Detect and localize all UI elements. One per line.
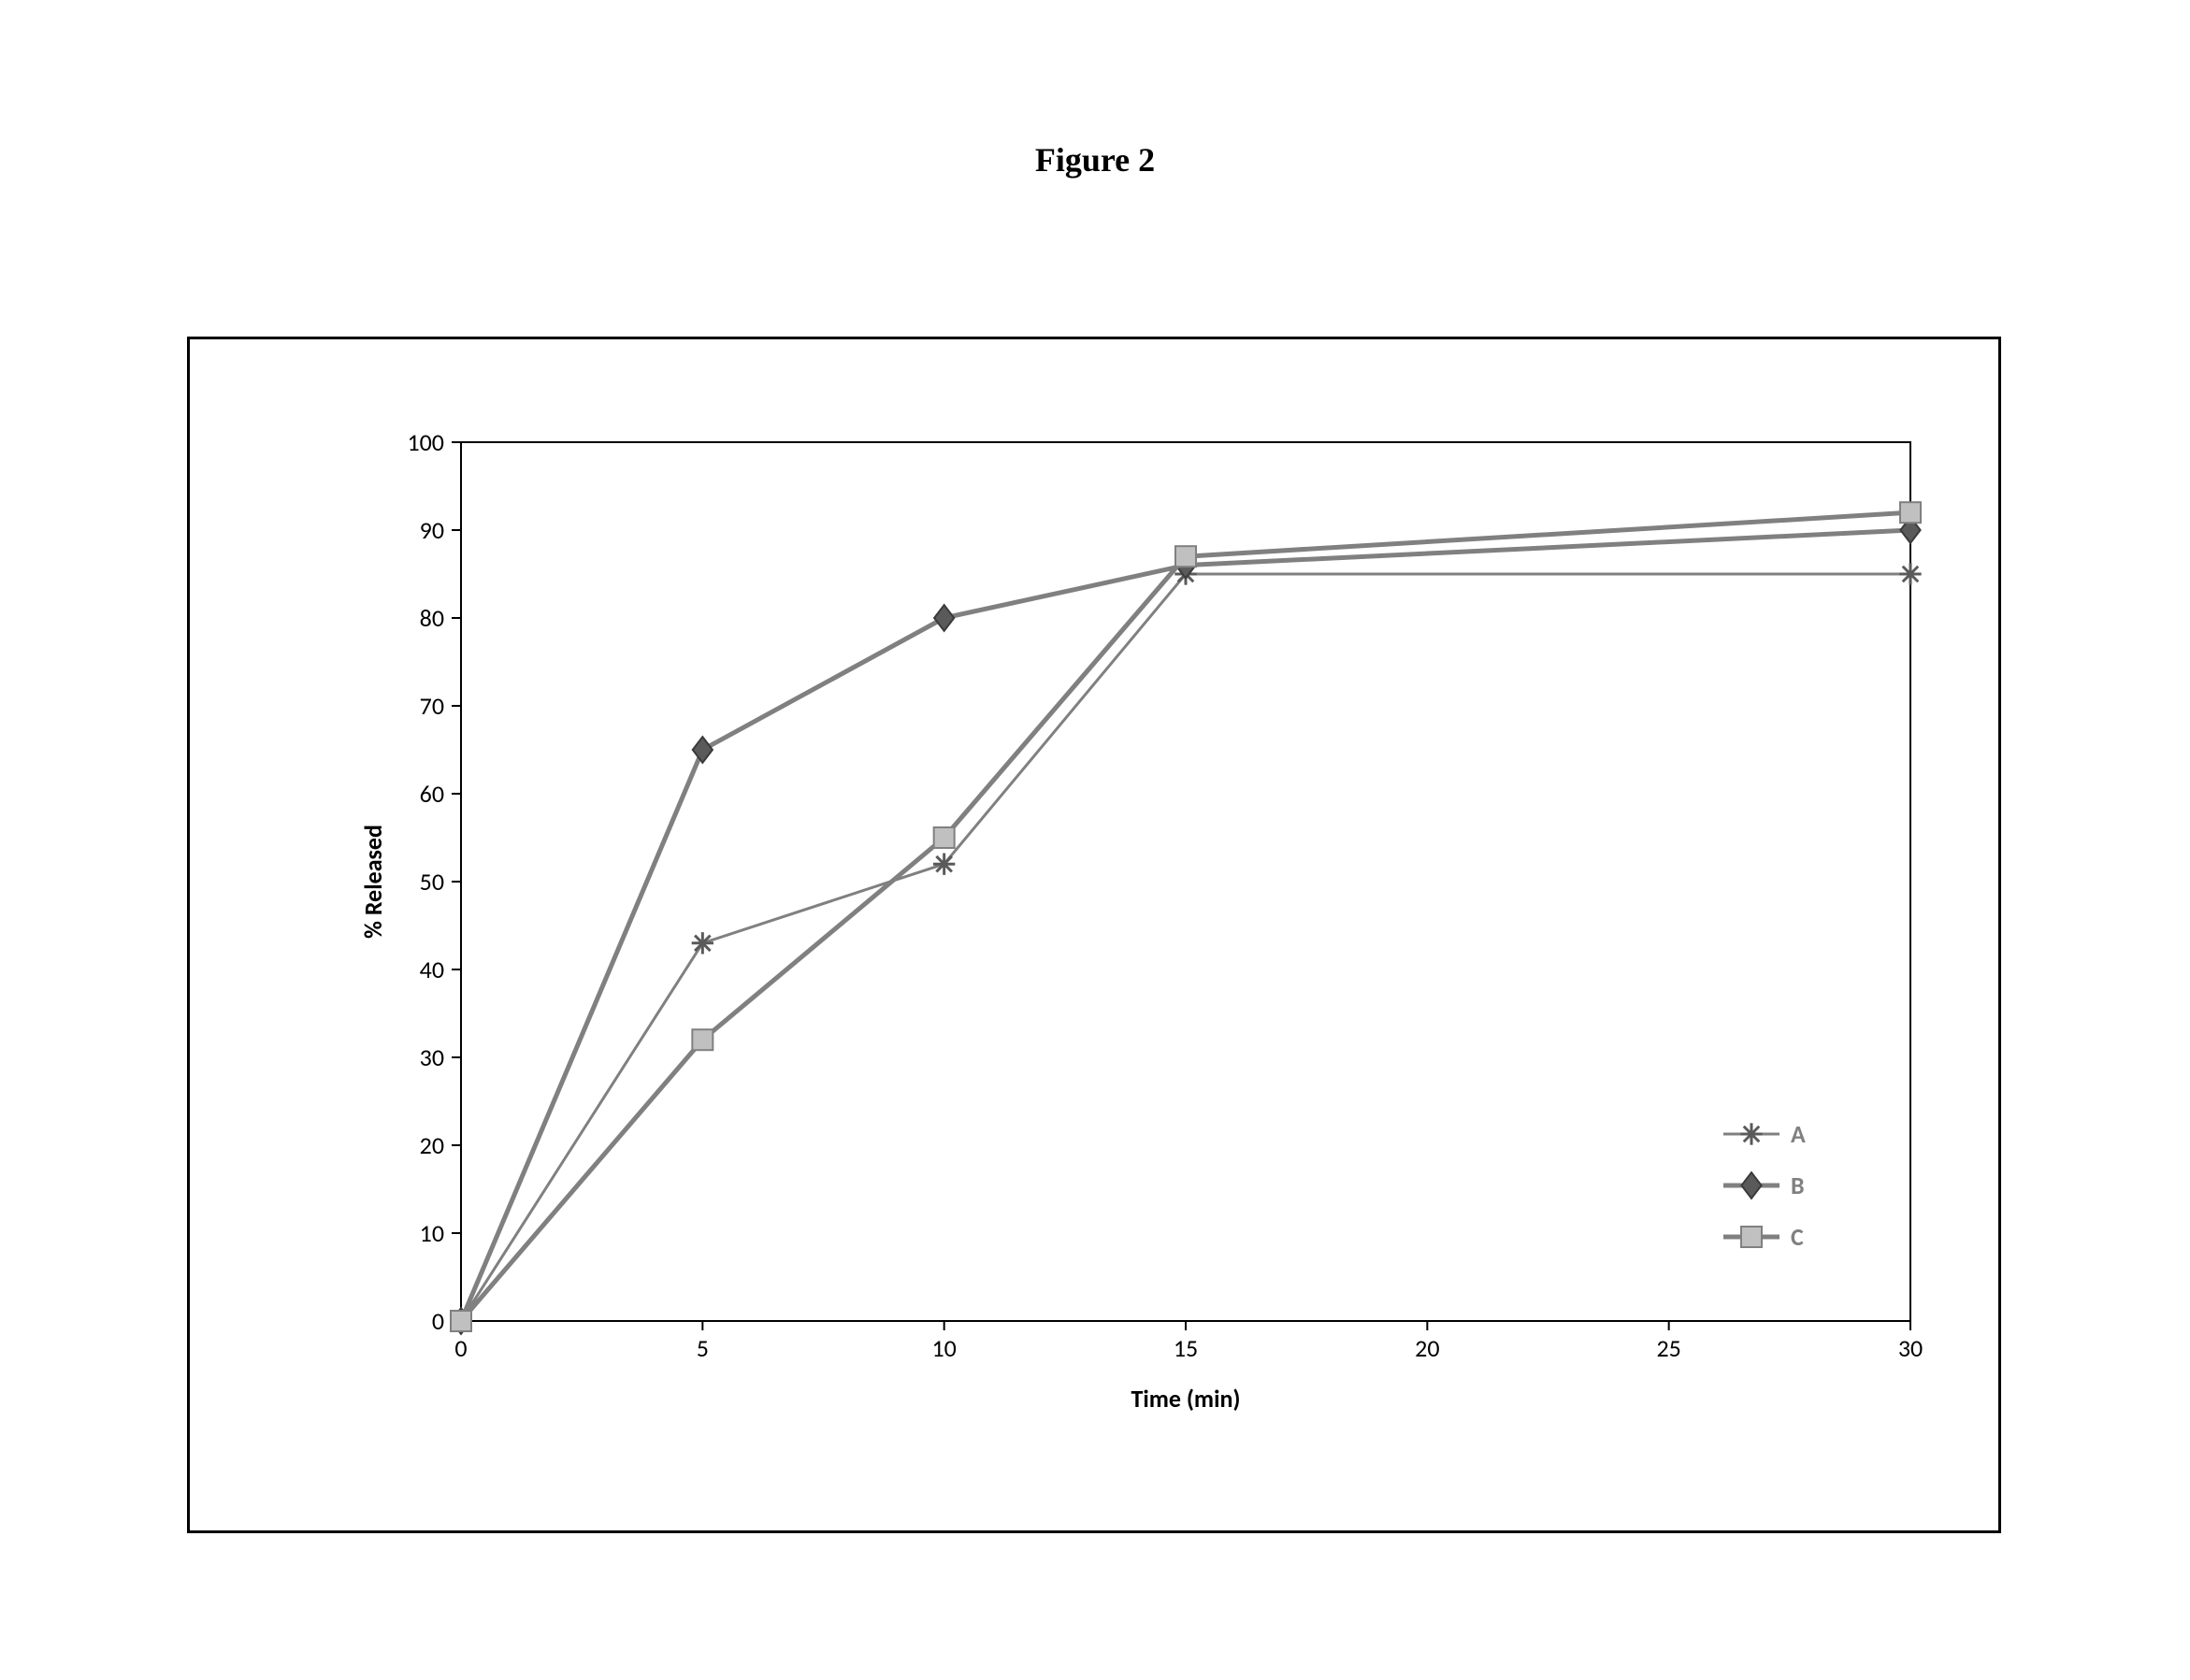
y-tick-label: 30 bbox=[420, 1042, 444, 1072]
x-tick-label: 30 bbox=[1898, 1333, 1923, 1363]
y-tick-label: 60 bbox=[420, 779, 444, 809]
y-tick-label: 20 bbox=[420, 1130, 444, 1160]
chart-outer-frame: 0 10 20 30 40 50 60 70 80 90 100 0 5 10 15 20 25 30 Time (… bbox=[187, 337, 2001, 1533]
line-chart: 0 10 20 30 40 50 60 70 80 90 100 0 5 10 15 20 25 30 Time (… bbox=[349, 414, 1938, 1424]
y-tick-label: 10 bbox=[420, 1218, 444, 1248]
y-tick-label: 40 bbox=[420, 955, 444, 984]
y-tick-label: 80 bbox=[420, 603, 444, 633]
svg-text:A: A bbox=[1791, 1119, 1806, 1149]
figure-title: Figure 2 bbox=[0, 140, 2190, 179]
x-tick-label: 15 bbox=[1174, 1333, 1198, 1363]
svg-text:B: B bbox=[1791, 1170, 1805, 1200]
y-tick-label: 0 bbox=[432, 1306, 444, 1336]
x-tick-label: 5 bbox=[697, 1333, 709, 1363]
x-axis-label: Time (min) bbox=[1131, 1384, 1240, 1414]
x-tick-label: 10 bbox=[931, 1333, 956, 1363]
x-tick-label: 25 bbox=[1656, 1333, 1680, 1363]
y-tick-label: 90 bbox=[420, 515, 444, 545]
x-tick-label: 20 bbox=[1415, 1333, 1439, 1363]
x-tick-label: 0 bbox=[454, 1333, 467, 1363]
y-tick-label: 100 bbox=[407, 427, 444, 457]
y-tick-label: 50 bbox=[420, 867, 444, 897]
y-axis-label: % Released bbox=[358, 825, 388, 939]
y-tick-label: 70 bbox=[420, 691, 444, 721]
svg-text:C: C bbox=[1791, 1222, 1804, 1252]
